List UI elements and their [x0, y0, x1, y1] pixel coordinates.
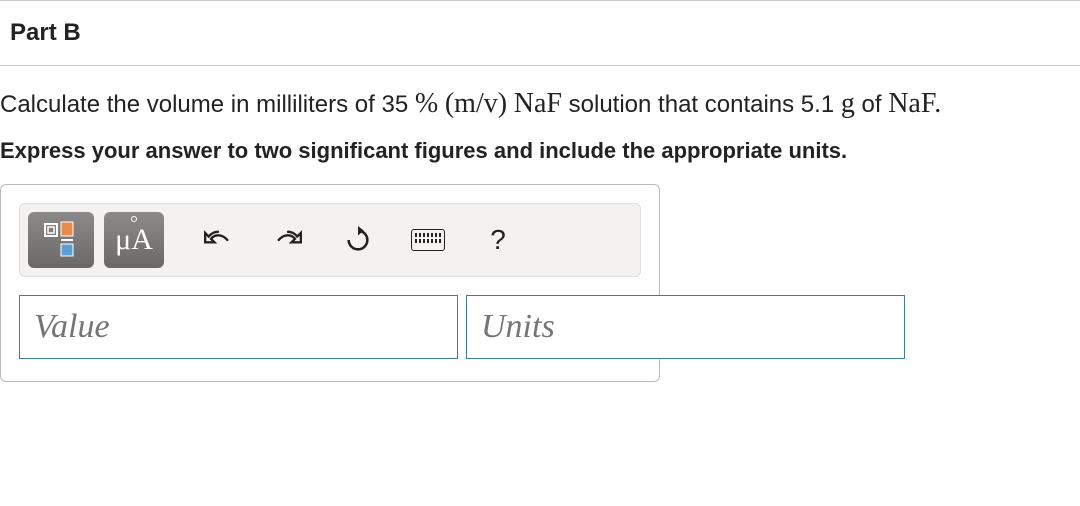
- templates-button[interactable]: [28, 212, 94, 268]
- unit-g: g: [841, 88, 855, 119]
- value-input[interactable]: [19, 295, 458, 359]
- undo-button[interactable]: [188, 212, 248, 268]
- keyboard-button[interactable]: [398, 212, 458, 268]
- reset-button[interactable]: [328, 212, 388, 268]
- question-middle: solution that contains 5.1: [569, 91, 835, 118]
- question-suffix: of: [862, 91, 882, 118]
- units-input[interactable]: [466, 295, 905, 359]
- help-button[interactable]: ?: [468, 212, 528, 268]
- special-characters-button[interactable]: μA: [104, 212, 164, 268]
- special-char-label: μA: [115, 223, 153, 256]
- question-text: Calculate the volume in milliliters of 3…: [0, 88, 1074, 120]
- keyboard-icon: [411, 229, 445, 251]
- part-header: Part B: [0, 0, 1080, 66]
- answer-box: μA ?: [0, 184, 660, 382]
- redo-button[interactable]: [258, 212, 318, 268]
- compound-naf-2: NaF: [888, 88, 934, 119]
- ratio-mv: (m/v): [445, 88, 507, 119]
- period: .: [934, 88, 941, 119]
- question-prefix: Calculate the volume in milliliters of 3…: [0, 91, 408, 118]
- compound-naf-1: NaF: [514, 88, 562, 119]
- inputs-row: [19, 295, 641, 359]
- instruction-text: Express your answer to two significant f…: [0, 138, 1074, 164]
- toolbar: μA ?: [19, 203, 641, 277]
- percent-sign: %: [415, 88, 438, 119]
- question-area: Calculate the volume in milliliters of 3…: [0, 66, 1080, 382]
